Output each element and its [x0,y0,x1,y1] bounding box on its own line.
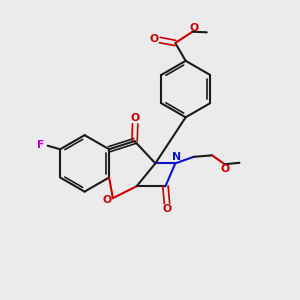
Text: O: O [150,34,159,44]
Text: O: O [103,195,112,205]
Text: F: F [38,140,45,149]
Text: O: O [220,164,230,174]
Text: O: O [190,22,199,32]
Text: O: O [162,204,172,214]
Text: N: N [172,152,181,162]
Text: O: O [130,113,140,124]
